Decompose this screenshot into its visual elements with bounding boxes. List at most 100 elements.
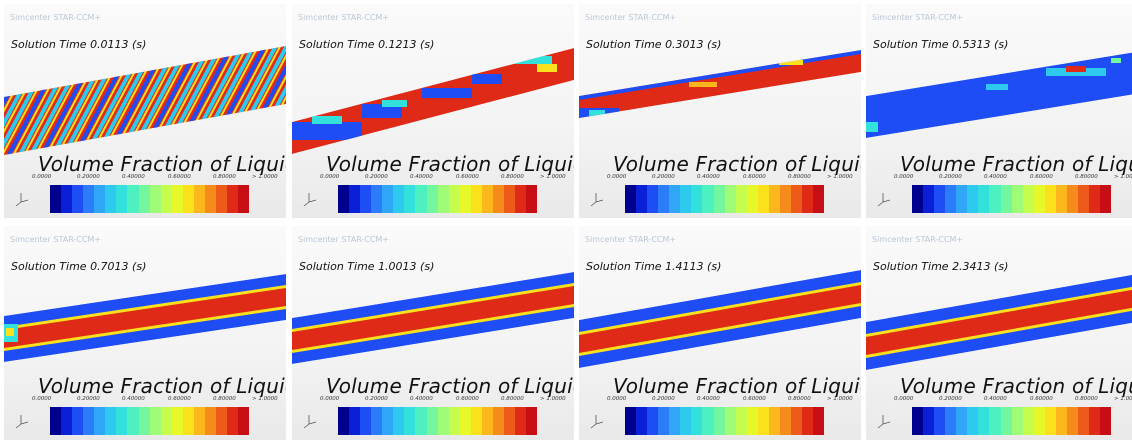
solution-time-label: Solution Time 0.0113 (s) (11, 38, 147, 51)
colorbar-swatch (94, 407, 106, 435)
colorbar-swatch (360, 185, 372, 213)
software-brand: Simcenter STAR-CCM+ (872, 235, 964, 244)
colorbar (50, 185, 250, 213)
colorbar-swatch (923, 407, 935, 435)
colorbar-swatch (1100, 407, 1112, 435)
colorbar-swatch (746, 185, 758, 213)
colorbar-swatch (956, 185, 968, 213)
colorbar-swatch (802, 407, 814, 435)
coordinate-axes-icon (877, 415, 891, 429)
colorbar-swatch (978, 407, 990, 435)
colorbar-swatch (182, 407, 194, 435)
colorbar-swatch (371, 185, 383, 213)
colorbar (625, 407, 825, 435)
colorbar-tick-label: 0.60000 (456, 174, 479, 180)
colorbar-swatch (193, 407, 205, 435)
colorbar-swatch (1022, 407, 1034, 435)
colorbar-swatch (481, 185, 493, 213)
simulation-panel: Simcenter STAR-CCM+ Solution Time 2.3413 … (866, 226, 1132, 440)
colorbar-tick-label: 0.60000 (1030, 174, 1053, 180)
solution-time-label: Solution Time 0.1213 (s) (299, 38, 435, 51)
colorbar-swatch (956, 407, 968, 435)
colorbar-swatch (713, 185, 725, 213)
colorbar-ticks: 0.0000 0.20000 0.40000 0.60000 0.80000 > 1.00… (894, 174, 1132, 184)
colorbar-tick-label: 0.20000 (365, 396, 388, 402)
colorbar-swatch (83, 407, 95, 435)
colorbar-swatch (724, 407, 736, 435)
colorbar-tick-label: 0.40000 (697, 174, 720, 180)
colorbar-swatch (227, 185, 239, 213)
colorbar-swatch (746, 407, 758, 435)
colorbar-swatch (680, 185, 692, 213)
colorbar-tick-label: 0.60000 (456, 396, 479, 402)
colorbar-swatch (160, 185, 172, 213)
colorbar-swatch (702, 185, 714, 213)
colorbar-swatch (393, 185, 405, 213)
colorbar-swatch (61, 407, 73, 435)
colorbar-swatch (138, 185, 150, 213)
colorbar-tick-label: 0.40000 (410, 396, 433, 402)
solution-time-label: Solution Time 0.7013 (s) (11, 260, 147, 273)
colorbar-swatch (526, 407, 538, 435)
colorbar-swatch (669, 407, 681, 435)
colorbar (338, 407, 538, 435)
colorbar-swatch (404, 407, 416, 435)
colorbar-swatch (61, 185, 73, 213)
colorbar-swatch (105, 407, 117, 435)
colorbar-swatch (116, 407, 128, 435)
colorbar-swatch (945, 407, 957, 435)
colorbar-swatch (238, 185, 250, 213)
colorbar-swatch (1011, 185, 1023, 213)
colorbar-swatch (437, 407, 449, 435)
colorbar-tick-label: > 1.0000 (540, 174, 566, 180)
colorbar-swatch (83, 185, 95, 213)
colorbar-swatch (360, 407, 372, 435)
colorbar-tick-label: 0.0000 (32, 174, 52, 180)
colorbar-swatch (160, 407, 172, 435)
colorbar-swatch (171, 407, 183, 435)
colorbar-swatch (779, 407, 791, 435)
colorbar-swatch (636, 407, 648, 435)
software-brand: Simcenter STAR-CCM+ (298, 235, 390, 244)
colorbar-swatch (1089, 407, 1101, 435)
scalar-title: Volume Fraction of Liquid (900, 152, 1132, 176)
simulation-panel: Simcenter STAR-CCM+ Solution Time 0.7013 … (4, 226, 286, 440)
coordinate-axes-icon (15, 193, 29, 207)
colorbar-swatch (149, 185, 161, 213)
colorbar-tick-label: 0.80000 (1075, 174, 1098, 180)
colorbar-tick-label: 0.60000 (168, 396, 191, 402)
colorbar-swatch (437, 185, 449, 213)
coordinate-axes-icon (877, 193, 891, 207)
colorbar-swatch (934, 185, 946, 213)
colorbar-swatch (127, 185, 139, 213)
colorbar-swatch (448, 185, 460, 213)
colorbar-tick-label: 0.20000 (77, 174, 100, 180)
colorbar-swatch (215, 407, 227, 435)
colorbar-swatch (1000, 407, 1012, 435)
colorbar-swatch (448, 407, 460, 435)
colorbar-tick-label: 0.20000 (939, 174, 962, 180)
colorbar-swatch (338, 185, 350, 213)
colorbar-swatch (349, 407, 361, 435)
colorbar-swatch (669, 185, 681, 213)
colorbar-swatch (1055, 185, 1067, 213)
colorbar-swatch (713, 407, 725, 435)
colorbar-swatch (1100, 185, 1112, 213)
colorbar-tick-label: 0.40000 (697, 396, 720, 402)
colorbar-swatch (105, 185, 117, 213)
colorbar-swatch (415, 407, 427, 435)
colorbar-swatch (779, 185, 791, 213)
colorbar-tick-label: > 1.0000 (540, 396, 566, 402)
colorbar-tick-label: 0.0000 (894, 174, 914, 180)
simulation-panel: Simcenter STAR-CCM+ Solution Time 0.1213 … (292, 4, 574, 218)
colorbar-swatch (515, 185, 527, 213)
pipe-visualization (292, 272, 574, 364)
colorbar-swatch (94, 185, 106, 213)
colorbar-tick-label: 0.80000 (788, 174, 811, 180)
colorbar-swatch (127, 407, 139, 435)
colorbar-tick-label: 0.0000 (320, 174, 340, 180)
software-brand: Simcenter STAR-CCM+ (585, 13, 677, 22)
colorbar-swatch (636, 185, 648, 213)
colorbar-swatch (1044, 407, 1056, 435)
